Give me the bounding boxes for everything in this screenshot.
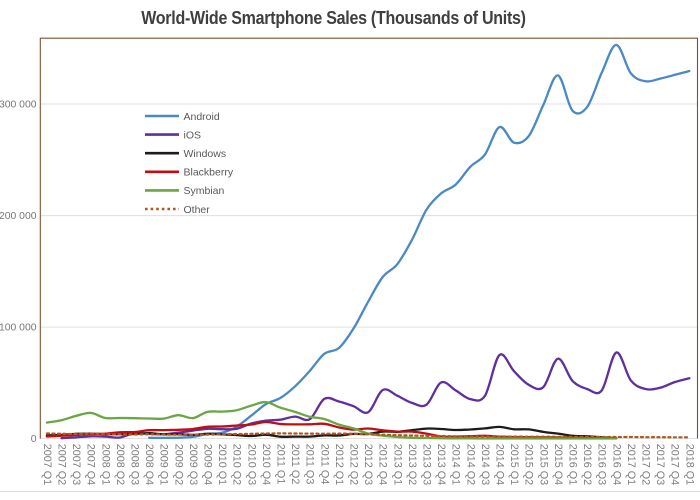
svg-text:2008 Q2: 2008 Q2 bbox=[114, 444, 126, 485]
svg-text:2014 Q4: 2014 Q4 bbox=[494, 444, 506, 485]
svg-text:2010 Q1: 2010 Q1 bbox=[216, 444, 228, 485]
svg-text:2013 Q3: 2013 Q3 bbox=[421, 444, 433, 485]
svg-text:2014 Q2: 2014 Q2 bbox=[464, 444, 476, 485]
svg-text:2013 Q4: 2013 Q4 bbox=[435, 444, 447, 485]
svg-text:2015 Q3: 2015 Q3 bbox=[537, 444, 549, 485]
svg-text:Windows: Windows bbox=[184, 148, 227, 160]
svg-text:2017 Q4: 2017 Q4 bbox=[669, 444, 681, 485]
svg-text:2013 Q2: 2013 Q2 bbox=[406, 444, 418, 485]
svg-text:2012 Q4: 2012 Q4 bbox=[377, 444, 389, 485]
svg-text:2009 Q4: 2009 Q4 bbox=[202, 444, 214, 485]
svg-text:2016 Q2: 2016 Q2 bbox=[581, 444, 593, 485]
svg-text:2009 Q1: 2009 Q1 bbox=[158, 444, 170, 485]
svg-text:2011 Q1: 2011 Q1 bbox=[275, 444, 287, 485]
svg-text:2009 Q2: 2009 Q2 bbox=[172, 444, 184, 485]
svg-text:2018 Q1: 2018 Q1 bbox=[683, 444, 695, 485]
svg-text:200 000: 200 000 bbox=[0, 211, 37, 222]
svg-text:iOS: iOS bbox=[184, 129, 202, 141]
svg-text:2011 Q2: 2011 Q2 bbox=[289, 444, 301, 485]
svg-text:2007 Q4: 2007 Q4 bbox=[85, 444, 97, 485]
svg-text:2017 Q1: 2017 Q1 bbox=[625, 444, 637, 485]
svg-text:2015 Q4: 2015 Q4 bbox=[552, 444, 564, 485]
svg-text:2008 Q1: 2008 Q1 bbox=[99, 444, 111, 485]
svg-text:2014 Q1: 2014 Q1 bbox=[450, 444, 462, 485]
svg-text:2007 Q3: 2007 Q3 bbox=[70, 444, 82, 485]
svg-text:2012 Q3: 2012 Q3 bbox=[362, 444, 374, 485]
svg-text:2009 Q3: 2009 Q3 bbox=[187, 444, 199, 485]
svg-text:2014 Q3: 2014 Q3 bbox=[479, 444, 491, 485]
svg-text:Other: Other bbox=[184, 204, 211, 216]
svg-text:2016 Q3: 2016 Q3 bbox=[596, 444, 608, 485]
svg-text:2011 Q4: 2011 Q4 bbox=[318, 444, 330, 485]
svg-text:2011 Q3: 2011 Q3 bbox=[304, 444, 316, 485]
svg-text:2015 Q2: 2015 Q2 bbox=[523, 444, 535, 485]
svg-text:2012 Q1: 2012 Q1 bbox=[333, 444, 345, 485]
svg-text:2013 Q1: 2013 Q1 bbox=[391, 444, 403, 485]
svg-text:2012 Q2: 2012 Q2 bbox=[348, 444, 360, 485]
svg-text:2015 Q1: 2015 Q1 bbox=[508, 444, 520, 485]
svg-text:2010 Q2: 2010 Q2 bbox=[231, 444, 243, 485]
svg-text:2016 Q1: 2016 Q1 bbox=[567, 444, 579, 485]
svg-text:2008 Q3: 2008 Q3 bbox=[129, 444, 141, 485]
svg-text:300 000: 300 000 bbox=[0, 100, 37, 111]
svg-text:2017 Q2: 2017 Q2 bbox=[640, 444, 652, 485]
svg-text:2008 Q4: 2008 Q4 bbox=[143, 444, 155, 485]
svg-text:Android: Android bbox=[184, 111, 220, 123]
svg-text:2016 Q4: 2016 Q4 bbox=[610, 444, 622, 485]
svg-text:2017 Q3: 2017 Q3 bbox=[654, 444, 666, 485]
svg-text:100 000: 100 000 bbox=[0, 323, 37, 334]
svg-text:Symbian: Symbian bbox=[184, 185, 225, 197]
svg-text:2007 Q2: 2007 Q2 bbox=[56, 444, 68, 485]
svg-text:2010 Q3: 2010 Q3 bbox=[245, 444, 257, 485]
svg-text:0: 0 bbox=[31, 434, 37, 445]
svg-text:2010 Q4: 2010 Q4 bbox=[260, 444, 272, 485]
svg-text:2007 Q1: 2007 Q1 bbox=[41, 444, 53, 485]
svg-text:Blackberry: Blackberry bbox=[184, 167, 234, 179]
